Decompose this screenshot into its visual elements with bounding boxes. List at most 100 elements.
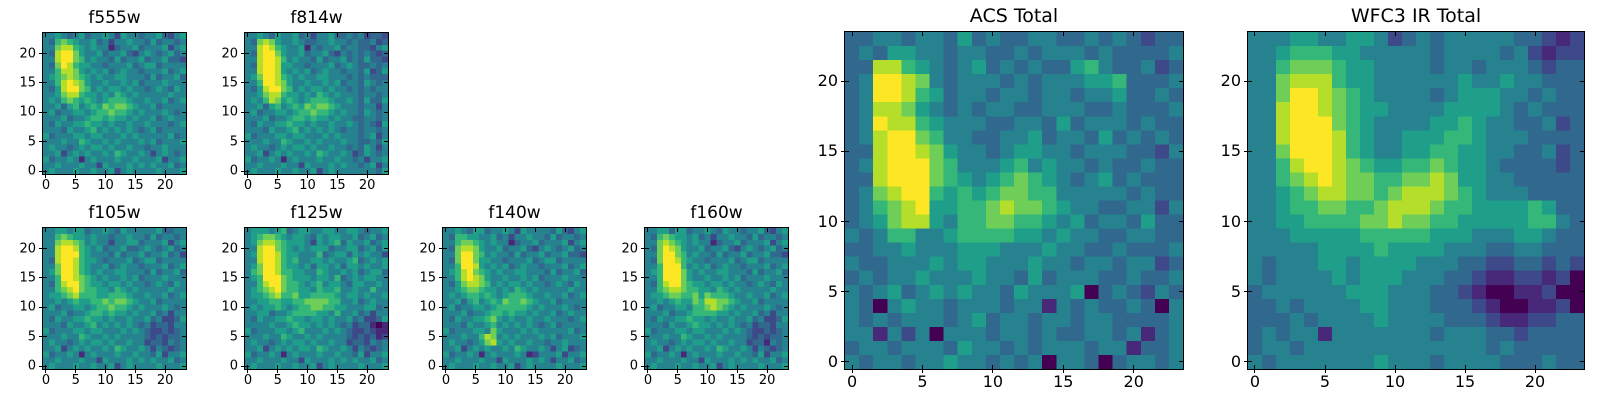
- panel-title: f814w: [290, 8, 343, 29]
- y-tick-label: 0: [27, 163, 36, 179]
- x-tick-label: 0: [441, 373, 451, 388]
- x-tick-mark: [992, 369, 994, 373]
- x-tick-mark: [1464, 369, 1466, 373]
- x-tick-mark: [105, 369, 107, 373]
- x-tick-mark: [1534, 369, 1536, 373]
- heatmap-image: [43, 33, 186, 174]
- x-tick-mark: [766, 369, 768, 373]
- x-tick-label: 20: [1123, 372, 1144, 391]
- x-tick-label: 10: [97, 373, 114, 388]
- x-tick-mark: [45, 174, 47, 178]
- y-tick-label: 10: [1220, 211, 1241, 231]
- x-tick-label: 10: [1384, 372, 1406, 391]
- x-tick-mark: [1324, 369, 1326, 373]
- x-tick-label: 0: [846, 372, 858, 391]
- x-tick-label: 10: [299, 178, 316, 193]
- panel-title: f105w: [88, 203, 141, 224]
- x-tick-label: 10: [982, 372, 1004, 391]
- y-tick-label: 10: [419, 299, 436, 315]
- y-tick-label: 5: [827, 281, 838, 301]
- y-tick-label: 5: [629, 329, 638, 345]
- heatmap-image: [443, 228, 586, 369]
- x-tick-mark: [247, 369, 249, 373]
- y-tick-label: 0: [827, 351, 838, 371]
- x-tick-mark: [366, 369, 368, 373]
- y-tick-label: 10: [19, 104, 36, 120]
- x-tick-label: 10: [699, 373, 716, 388]
- x-tick-mark: [534, 369, 536, 373]
- y-tick-label: 10: [221, 104, 238, 120]
- y-tick-label: 20: [1220, 71, 1241, 91]
- x-tick-mark: [1254, 369, 1256, 373]
- x-tick-label: 5: [71, 373, 80, 388]
- x-tick-label: 20: [556, 373, 574, 388]
- panel-f555w: f555w 0 5 10 15 20 0 5 10 15 20: [19, 9, 187, 192]
- x-tick-label: 5: [471, 373, 480, 388]
- heatmap-image: [845, 32, 1183, 369]
- x-tick-label: 15: [329, 178, 346, 193]
- x-tick-label: 0: [41, 373, 51, 388]
- x-tick-mark: [247, 174, 249, 178]
- x-tick-mark: [475, 369, 477, 373]
- panel-f125w: f125w 0 5 10 15 20 0 5 10 15 20: [221, 204, 389, 387]
- x-tick-mark: [336, 369, 338, 373]
- y-tick-label: 5: [27, 329, 36, 345]
- panel-f160w: f160w 0 5 10 15 20 0 5 10 15 20: [621, 204, 789, 387]
- x-tick-mark: [307, 174, 309, 178]
- panel-title: WFC3 IR Total: [1350, 5, 1482, 28]
- panel-title: f555w: [88, 8, 141, 29]
- x-tick-label: 20: [1524, 372, 1546, 391]
- y-tick-label: 15: [419, 270, 436, 286]
- x-tick-label: 20: [358, 178, 376, 193]
- x-tick-label: 10: [299, 373, 316, 388]
- panel-wfc3-ir-total: WFC3 IR Total 0 5 10 15 20 0 5 10 15 20: [1221, 6, 1585, 390]
- x-tick-label: 0: [243, 178, 253, 193]
- x-tick-label: 15: [1053, 372, 1074, 391]
- x-tick-mark: [307, 369, 309, 373]
- y-tick-label: 20: [221, 46, 238, 62]
- y-tick-label: 20: [19, 46, 36, 62]
- panel-title: f125w: [290, 203, 343, 224]
- x-tick-label: 15: [329, 373, 346, 388]
- x-tick-label: 5: [273, 178, 282, 193]
- x-tick-mark: [336, 174, 338, 178]
- x-tick-label: 15: [127, 178, 144, 193]
- x-tick-label: 15: [527, 373, 544, 388]
- x-tick-mark: [277, 174, 279, 178]
- y-tick-label: 15: [19, 270, 36, 286]
- y-tick-label: 20: [19, 241, 36, 257]
- x-tick-label: 15: [729, 373, 746, 388]
- panel-f105w: f105w 0 5 10 15 20 0 5 10 15 20: [19, 204, 187, 387]
- y-tick-label: 10: [621, 299, 638, 315]
- heatmap-image: [43, 228, 186, 369]
- x-tick-label: 5: [917, 372, 928, 391]
- x-tick-mark: [851, 369, 853, 373]
- heatmap-image: [645, 228, 788, 369]
- panel-f814w: f814w 0 5 10 15 20 0 5 10 15 20: [221, 9, 389, 192]
- y-tick-label: 10: [221, 299, 238, 315]
- x-tick-label: 0: [643, 373, 653, 388]
- y-tick-label: 15: [221, 270, 238, 286]
- x-tick-mark: [134, 369, 136, 373]
- x-tick-label: 15: [1454, 372, 1476, 391]
- x-tick-label: 20: [358, 373, 376, 388]
- x-tick-mark: [1394, 369, 1396, 373]
- x-tick-label: 5: [673, 373, 682, 388]
- y-tick-label: 20: [419, 241, 436, 257]
- x-tick-mark: [707, 369, 709, 373]
- panel-acs-total: ACS Total 0 5 10 15 20 0 5 10 15 20: [818, 6, 1184, 390]
- y-tick-label: 0: [427, 358, 436, 374]
- y-tick-label: 20: [621, 241, 638, 257]
- y-tick-label: 20: [817, 71, 838, 91]
- x-tick-mark: [1133, 369, 1135, 373]
- panel-f140w: f140w 0 5 10 15 20 0 5 10 15 20: [419, 204, 587, 387]
- y-tick-label: 5: [229, 134, 238, 150]
- y-tick-label: 0: [27, 358, 36, 374]
- x-tick-label: 5: [71, 178, 80, 193]
- x-tick-mark: [647, 369, 649, 373]
- x-tick-mark: [677, 369, 679, 373]
- x-tick-label: 15: [127, 373, 144, 388]
- x-tick-mark: [921, 369, 923, 373]
- heatmap-image: [245, 228, 388, 369]
- x-tick-mark: [164, 369, 166, 373]
